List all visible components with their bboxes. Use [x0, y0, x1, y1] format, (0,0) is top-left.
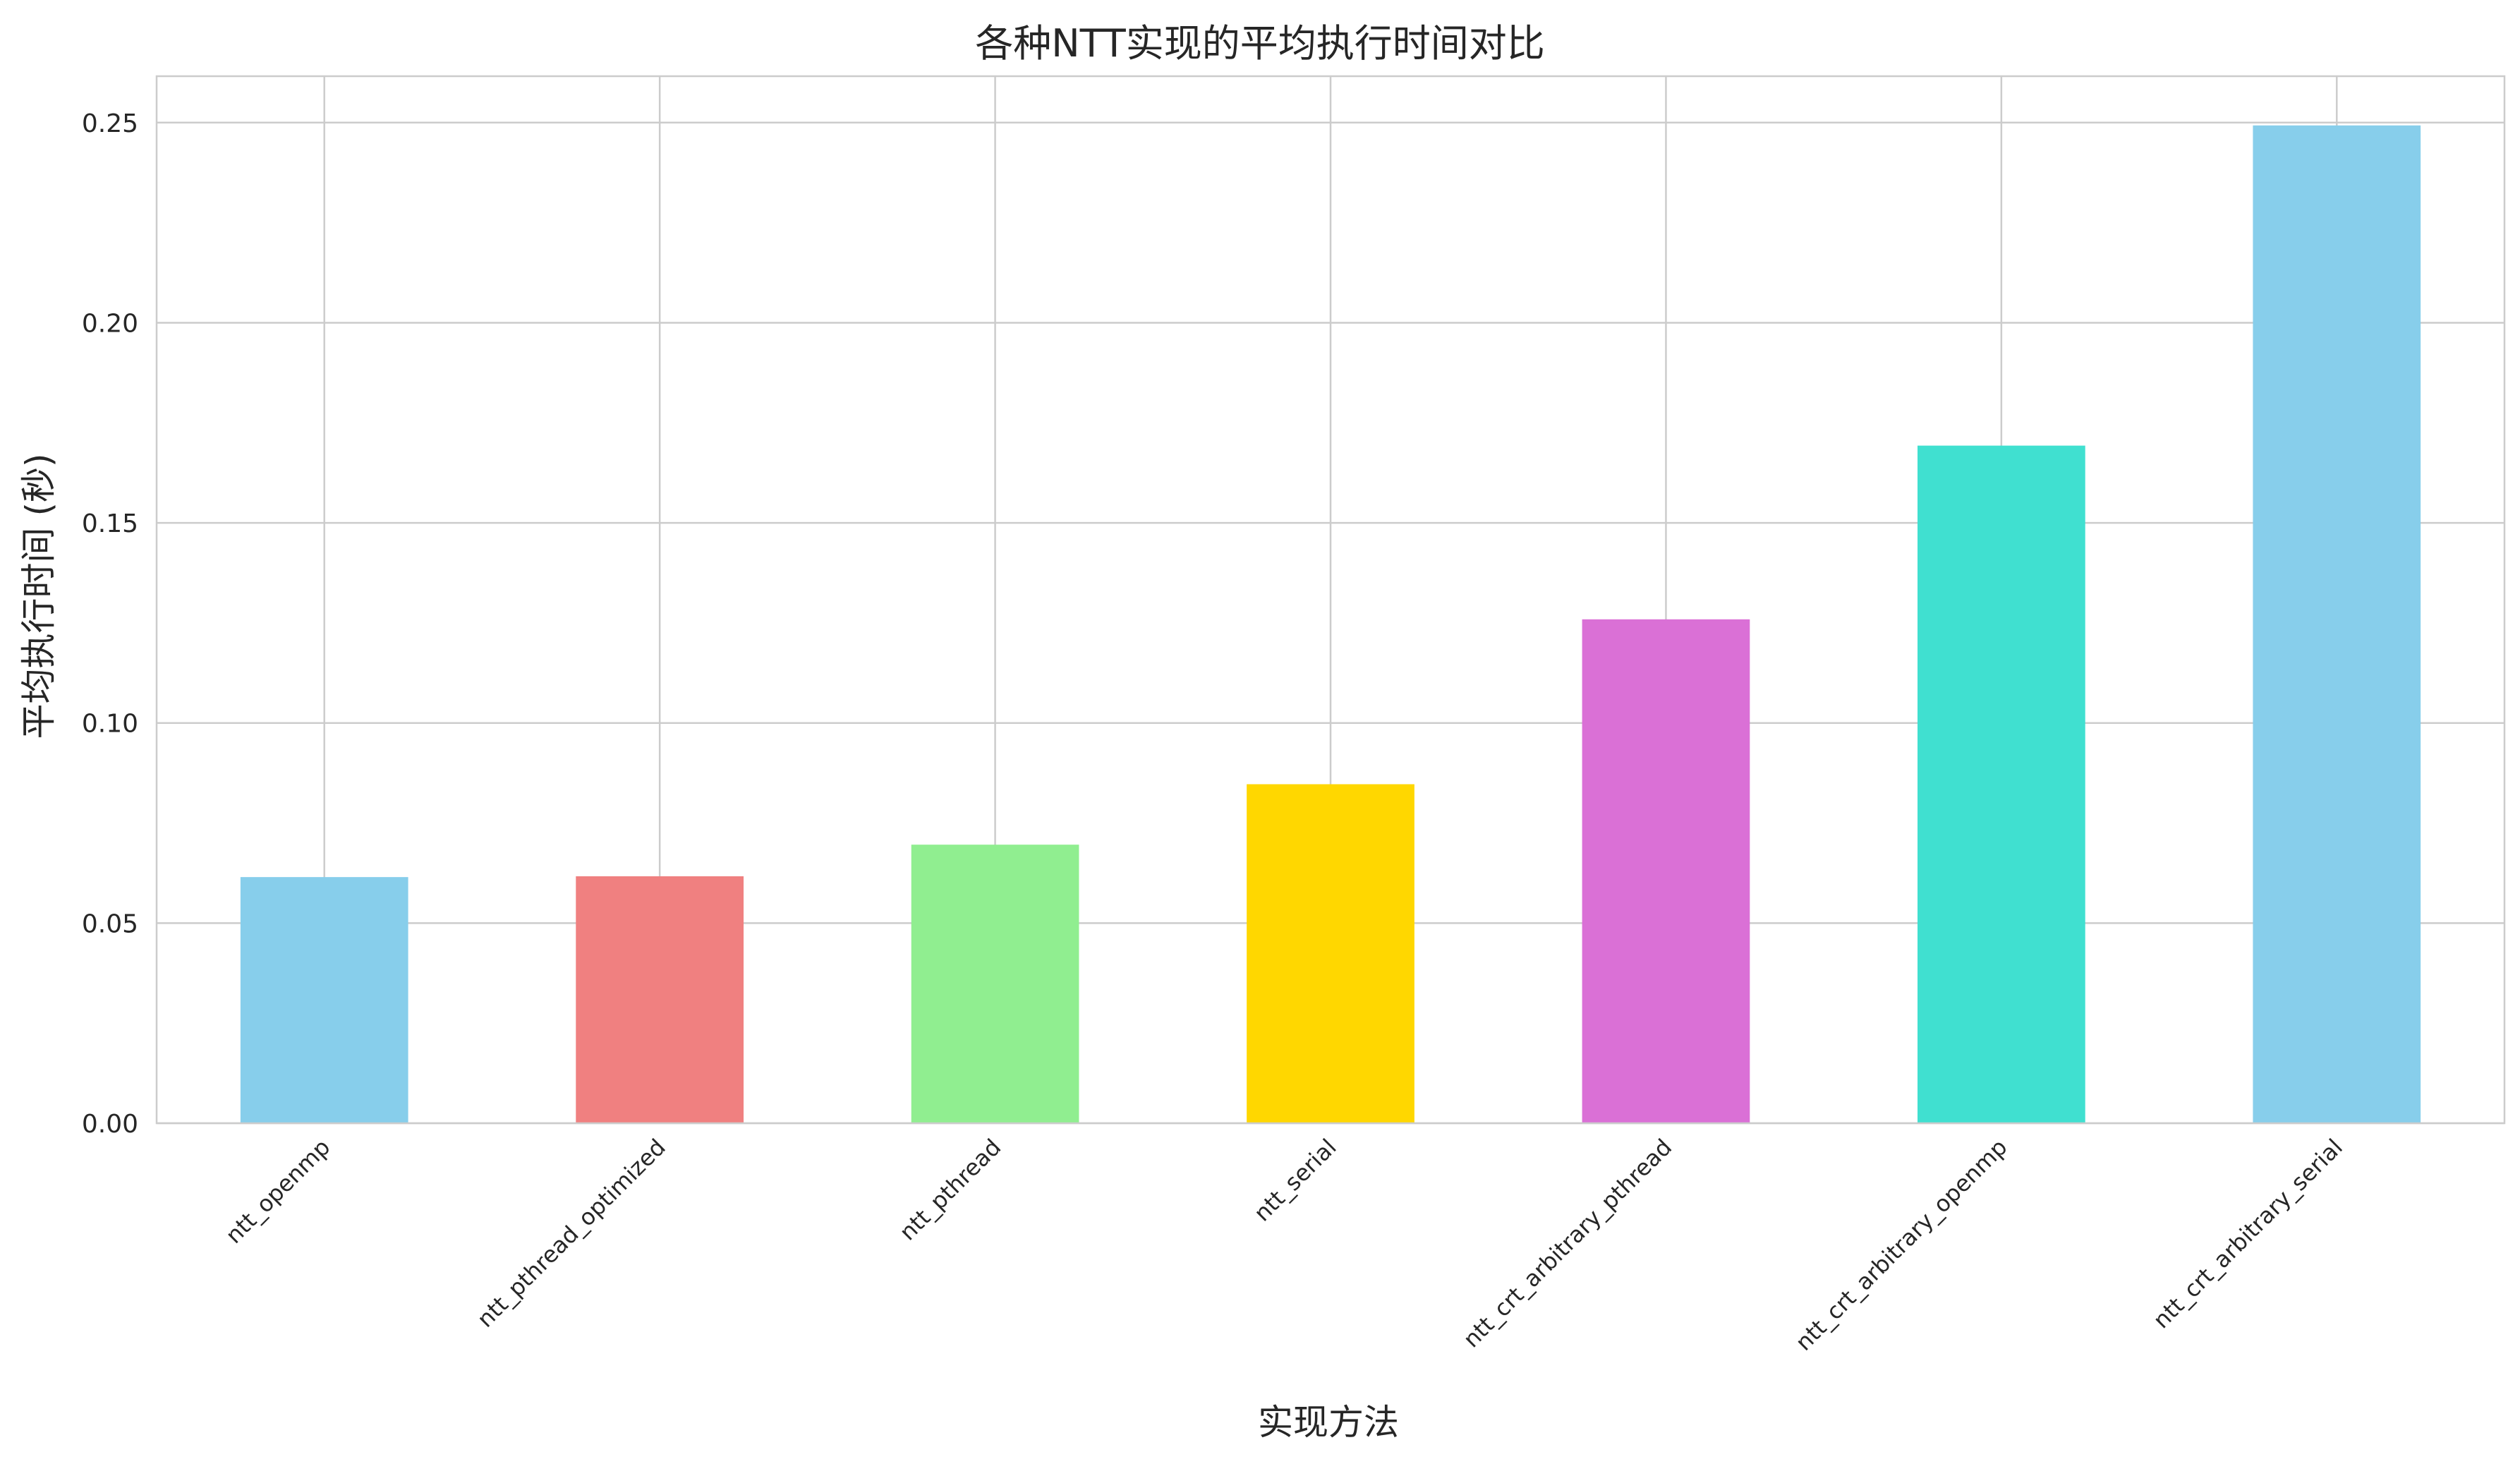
plot-frame	[155, 75, 2506, 1125]
y-tick-label: 0.25	[82, 109, 138, 138]
y-tick-label: 0.05	[82, 909, 138, 938]
y-tick-label: 0.00	[82, 1110, 138, 1139]
bar-ntt_openmp	[240, 877, 408, 1123]
bar-ntt_pthread_optimized	[576, 876, 744, 1123]
bar-ntt_crt_arbitrary_pthread	[1582, 619, 1750, 1123]
y-tick-labels: 0.00 0.05 0.10 0.15 0.20 0.25	[82, 109, 138, 1139]
bar-ntt_crt_arbitrary_serial	[2253, 125, 2421, 1123]
chart-title: 各种NTT实现的平均执行时间对比	[975, 21, 1544, 66]
y-tick-label: 0.15	[82, 509, 138, 538]
x-axis-label: 实现方法	[1258, 1402, 1399, 1443]
bar-ntt_pthread	[911, 845, 1079, 1123]
bars	[240, 125, 2421, 1123]
bar-ntt_serial	[1247, 784, 1415, 1123]
bar-ntt_crt_arbitrary_openmp	[1918, 445, 2085, 1123]
y-tick-label: 0.20	[82, 309, 138, 338]
y-tick-label: 0.10	[82, 710, 138, 739]
y-axis-label: 平均执行时间 (秒)	[18, 454, 59, 739]
